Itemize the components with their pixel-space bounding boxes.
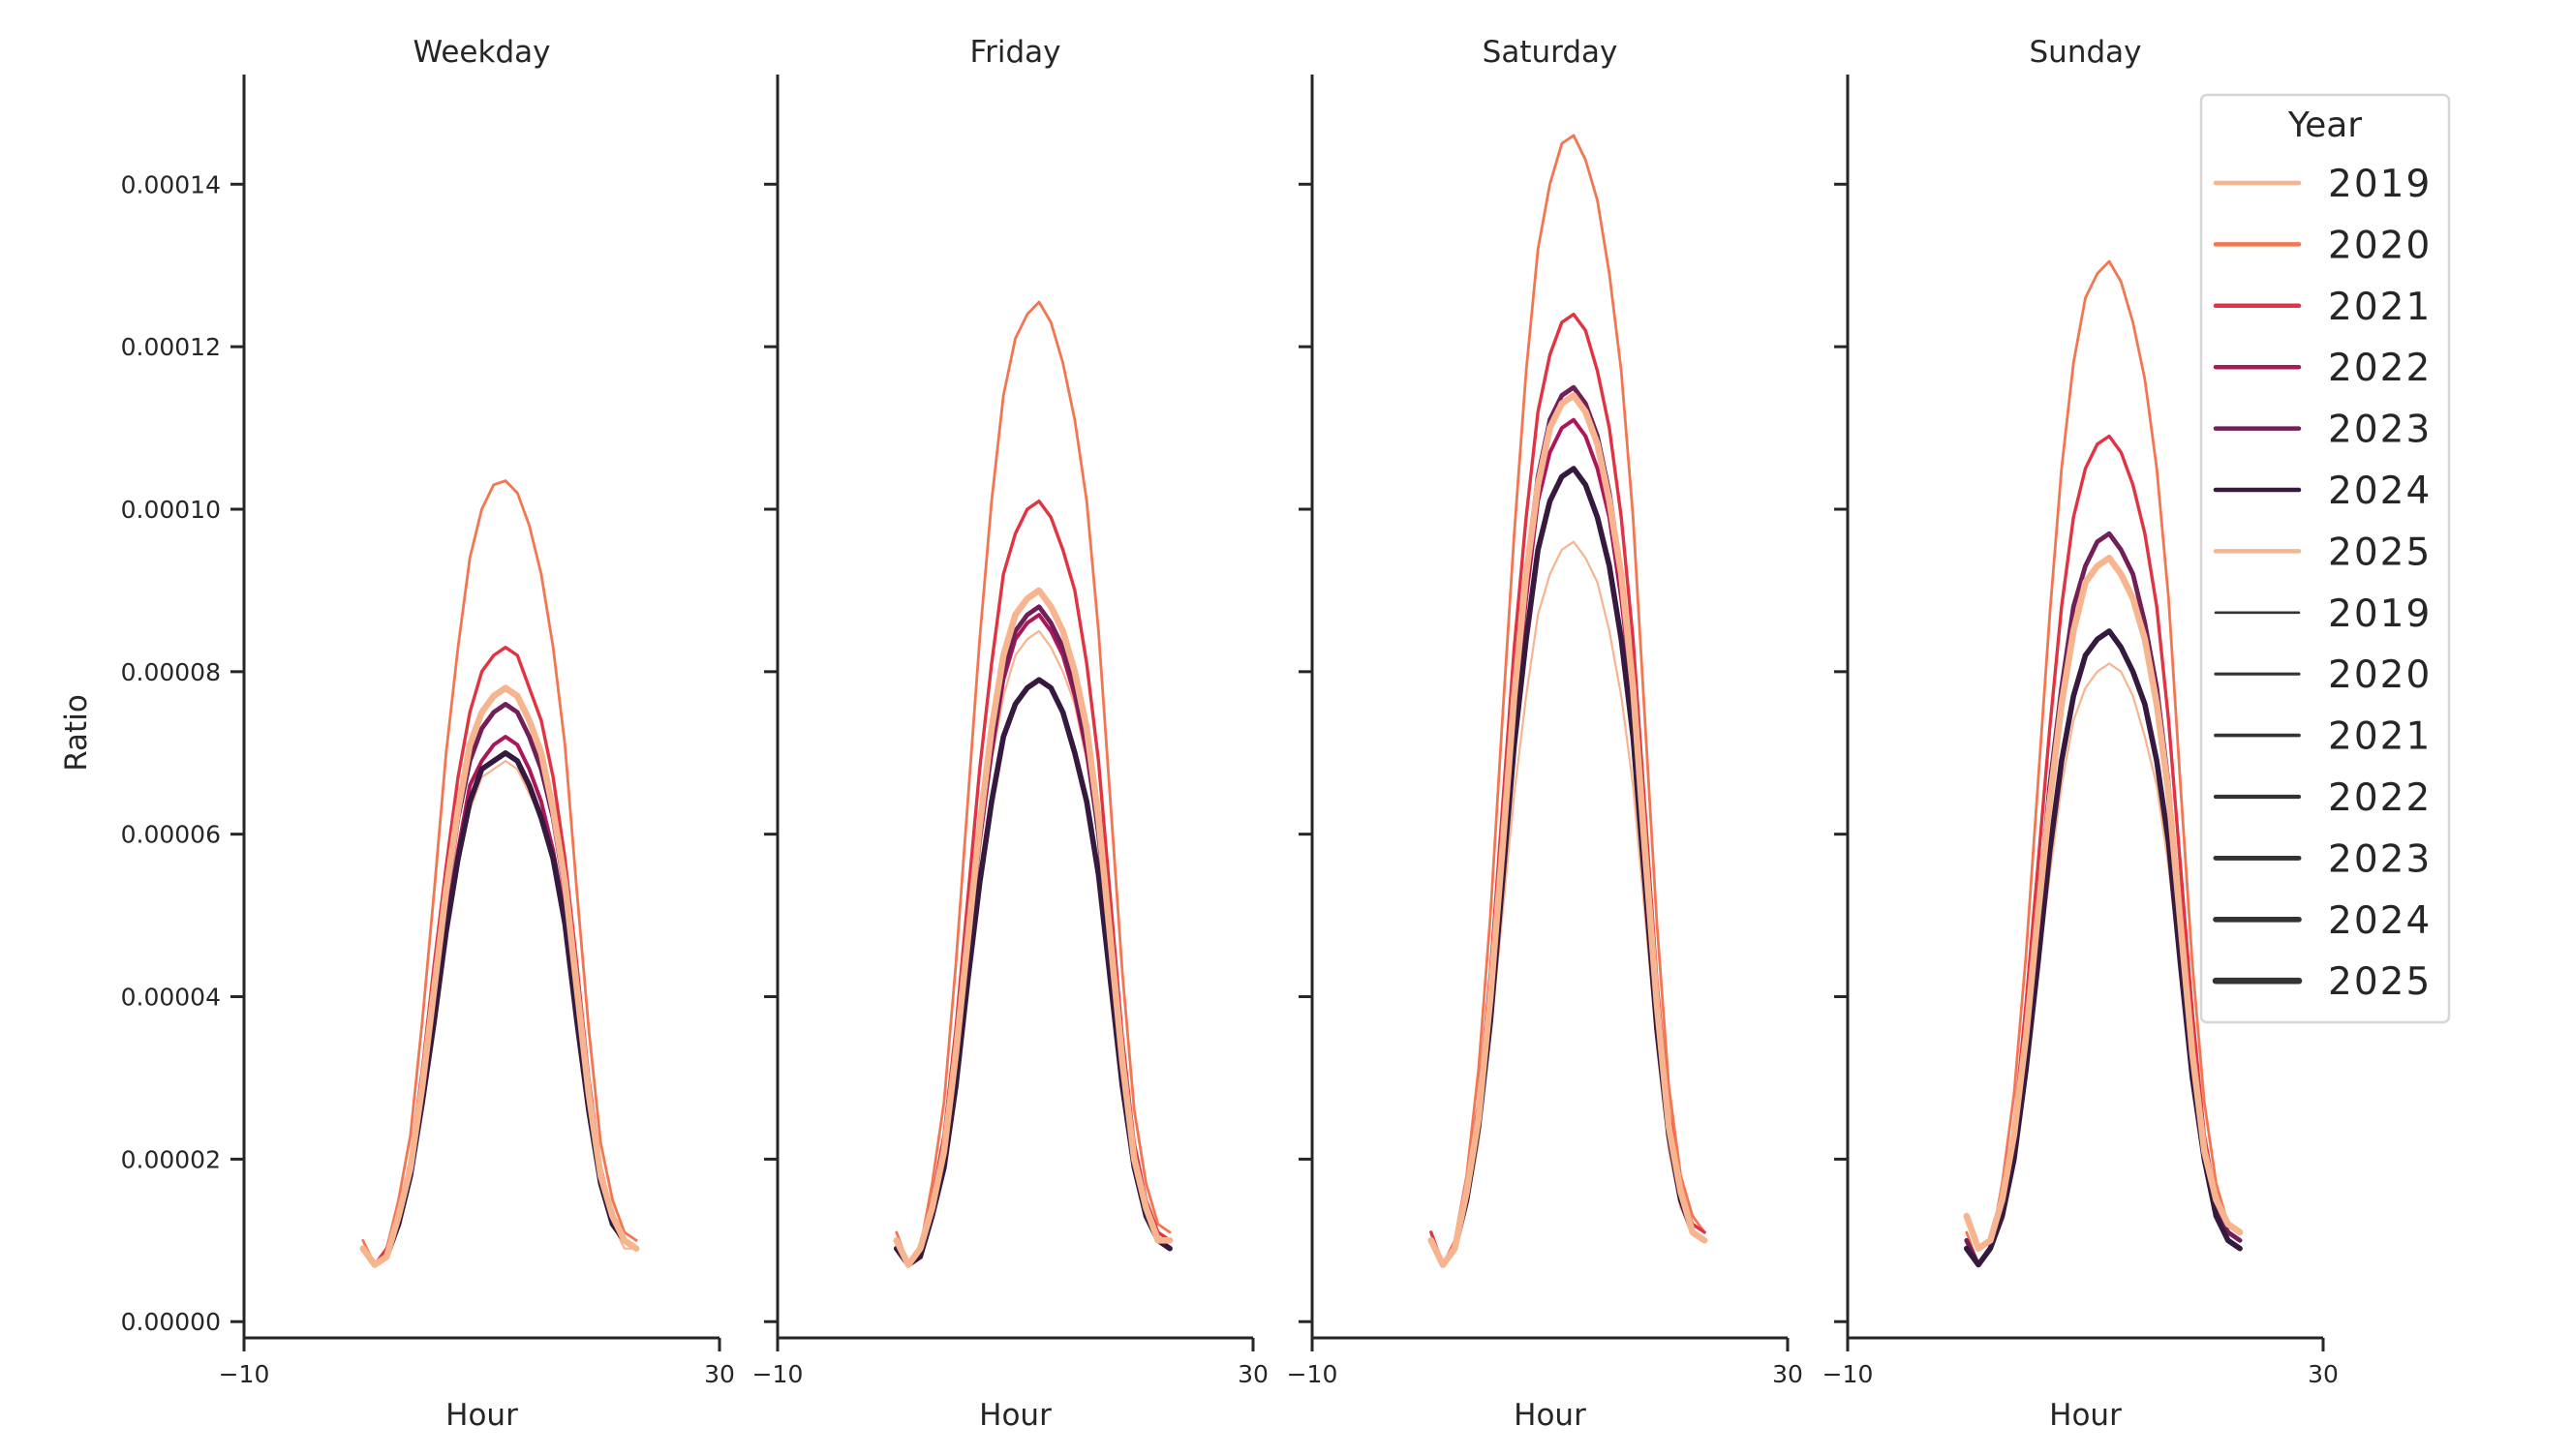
- x-axis-label: Hour: [445, 1398, 518, 1433]
- y-tick-label: 0.00012: [121, 333, 221, 361]
- legend-item-hue-2025: 2025: [2213, 531, 2432, 574]
- y-tick-label: 0.00002: [121, 1145, 221, 1173]
- panel-title: Saturday: [1483, 35, 1618, 70]
- y-tick-label: 0.00004: [121, 984, 221, 1012]
- legend-item-hue-2020: 2020: [2213, 224, 2432, 267]
- legend-item-size-2023: 2023: [2213, 837, 2432, 881]
- x-axis-label: Hour: [1514, 1398, 1586, 1433]
- panel-title: Sunday: [2030, 35, 2142, 70]
- legend-title: Year: [2287, 106, 2362, 145]
- y-tick-label: 0.00006: [121, 821, 221, 849]
- series-line-2025: [1427, 392, 1708, 1268]
- legend-label: 2019: [2328, 163, 2432, 206]
- legend-item-size-2019: 2019: [2214, 592, 2432, 636]
- legend: Year 2019 2020 2021 2022 2023 2024 2025 2019 2020…: [2199, 93, 2451, 1024]
- legend-item-size-2020: 2020: [2214, 653, 2432, 697]
- series-line-2025: [359, 684, 640, 1268]
- series-line-2020: [895, 300, 1172, 1266]
- y-tick-label: 0.00008: [121, 658, 221, 686]
- x-tick-label: 30: [704, 1360, 735, 1388]
- legend-label: 2020: [2328, 224, 2432, 267]
- x-axis-label: Hour: [2049, 1398, 2122, 1433]
- y-axis-label: Ratio: [59, 694, 94, 772]
- x-tick-label: −10: [1287, 1360, 1338, 1388]
- legend-item-size-2021: 2021: [2214, 715, 2432, 759]
- legend-item-hue-2021: 2021: [2213, 286, 2432, 329]
- series-line-2025: [893, 587, 1174, 1268]
- x-tick-label: −10: [752, 1360, 804, 1388]
- x-tick-label: −10: [219, 1360, 270, 1388]
- legend-label: 2020: [2328, 653, 2432, 697]
- panel-saturday: Saturday −10 30 Hour: [1287, 35, 1803, 1433]
- series-line-2020: [1965, 259, 2242, 1266]
- panel-weekday: Weekday 0.00000 0.00002 0.00004 0.00006 0.000…: [59, 35, 735, 1433]
- x-axis-label: Hour: [979, 1398, 1052, 1433]
- legend-label: 2025: [2328, 531, 2432, 574]
- legend-item-size-2025: 2025: [2212, 960, 2432, 1004]
- legend-label: 2022: [2328, 776, 2432, 820]
- legend-label: 2022: [2328, 347, 2432, 390]
- legend-label: 2023: [2328, 837, 2432, 881]
- legend-label: 2023: [2328, 409, 2432, 452]
- panel-title: Friday: [970, 35, 1061, 70]
- legend-label: 2024: [2328, 470, 2432, 513]
- legend-item-hue-2023: 2023: [2213, 409, 2432, 452]
- series-line-2020: [361, 479, 638, 1266]
- y-tick-label: 0.00010: [121, 496, 221, 524]
- legend-item-size-2024: 2024: [2213, 899, 2432, 943]
- x-tick-label: 30: [1772, 1360, 1803, 1388]
- x-tick-label: −10: [1822, 1360, 1874, 1388]
- panel-sunday: Sunday −10 30 Hour: [1822, 35, 2339, 1433]
- series-line-2025: [1963, 554, 2244, 1252]
- x-tick-label: 30: [2308, 1360, 2339, 1388]
- legend-item-size-2022: 2022: [2213, 776, 2432, 820]
- panels: Weekday 0.00000 0.00002 0.00004 0.00006 0.000…: [59, 35, 2339, 1433]
- y-tick-label: 0.00000: [121, 1308, 221, 1336]
- panel-title: Weekday: [413, 35, 551, 70]
- series-line-2020: [1429, 134, 1706, 1266]
- legend-label: 2021: [2328, 286, 2432, 329]
- legend-item-hue-2022: 2022: [2213, 347, 2432, 390]
- legend-item-hue-2024: 2024: [2213, 470, 2432, 513]
- legend-label: 2019: [2328, 592, 2432, 636]
- panel-friday: Friday −10 30 Hour: [752, 35, 1269, 1433]
- legend-box: [2199, 93, 2451, 1024]
- y-tick-label: 0.00014: [121, 170, 221, 198]
- legend-item-hue-2019: 2019: [2213, 163, 2432, 206]
- legend-label: 2025: [2328, 960, 2432, 1004]
- legend-label: 2024: [2328, 899, 2432, 943]
- x-tick-label: 30: [1238, 1360, 1269, 1388]
- legend-label: 2021: [2328, 715, 2432, 759]
